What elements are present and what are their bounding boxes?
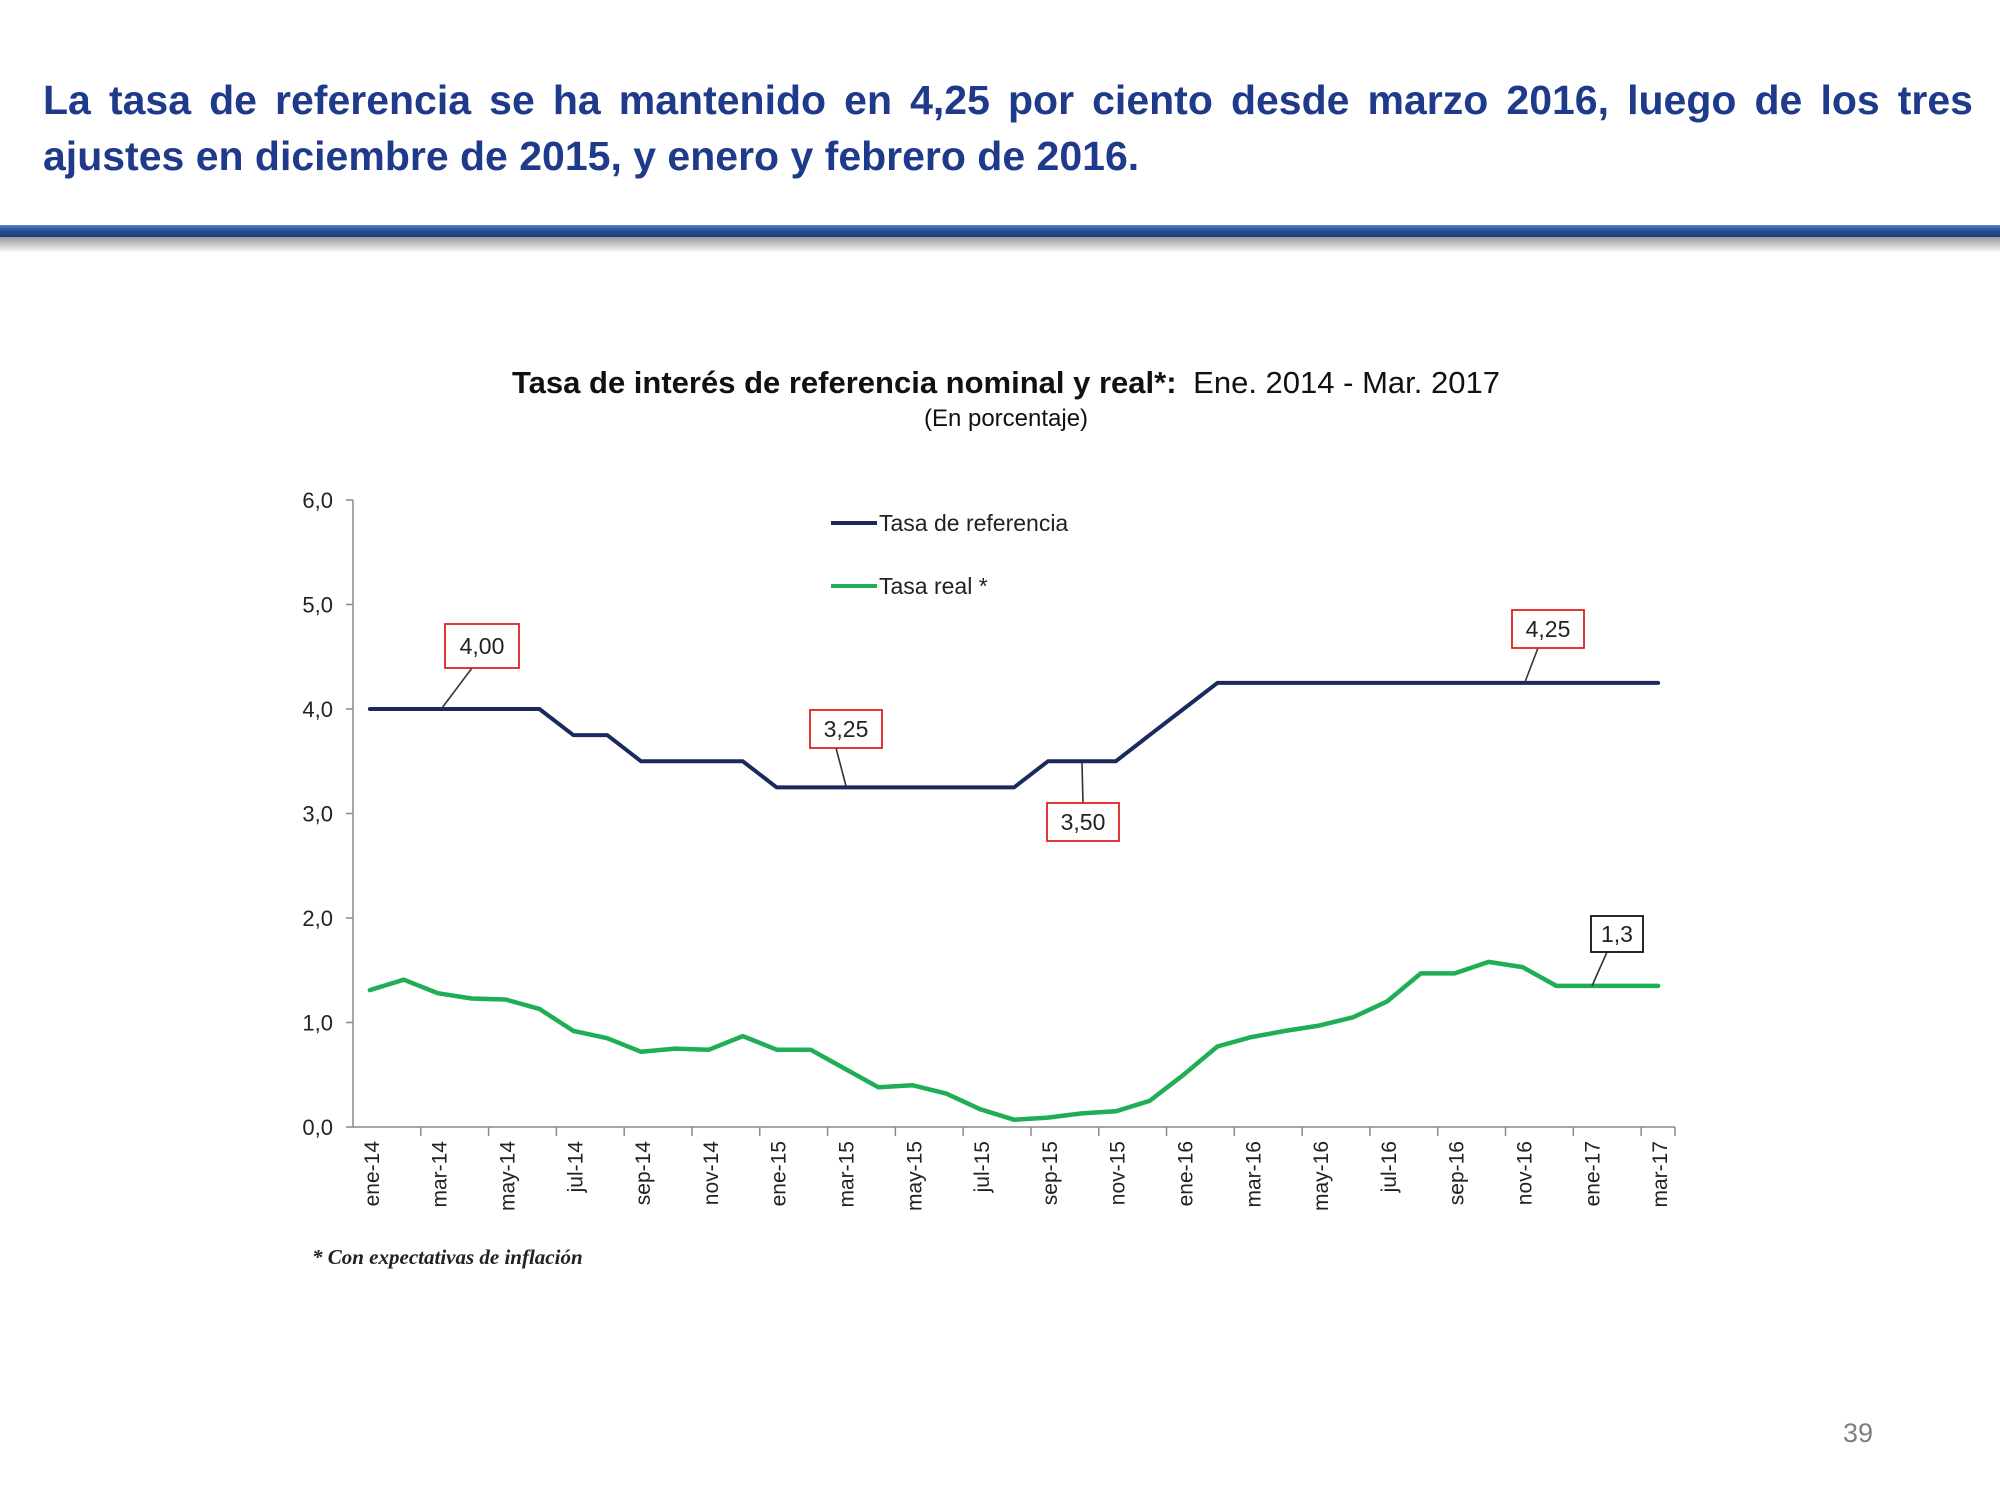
annotation-label: 3,50: [1061, 809, 1106, 835]
y-tick-label: 2,0: [302, 906, 333, 931]
x-tick-label: mar-16: [1242, 1141, 1265, 1208]
annotation-box: [1590, 915, 1644, 953]
x-tick-label: sep-14: [632, 1141, 655, 1206]
x-tick-label: may-16: [1310, 1141, 1333, 1211]
x-tick-label: nov-15: [1107, 1141, 1130, 1205]
page-number: 39: [1843, 1418, 1874, 1448]
x-tick-label: mar-17: [1649, 1141, 1672, 1208]
slide-headline: La tasa de referencia se ha mantenido en…: [43, 77, 1973, 179]
y-tick-label: 6,0: [302, 488, 333, 513]
series-line-reference: [367, 680, 1661, 790]
annotation-label: 1,3: [1601, 921, 1633, 947]
annotation-box: [1511, 609, 1585, 649]
chart-legend: Tasa de referencia Tasa real *: [831, 510, 1068, 599]
header-divider-shadow: [0, 237, 2000, 253]
legend-label-real: Tasa real *: [879, 573, 988, 599]
y-tick-label: 5,0: [302, 593, 333, 618]
y-tick-label: 4,0: [302, 697, 333, 722]
chart-title-rest: Ene. 2014 - Mar. 2017: [1193, 365, 1500, 400]
x-tick-label: ene-14: [361, 1141, 384, 1207]
x-tick-label: sep-15: [1039, 1141, 1062, 1205]
annotation-leader: [1081, 762, 1084, 804]
x-tick-label: may-15: [903, 1141, 926, 1211]
header-divider: [0, 225, 2000, 237]
y-tick-label: 1,0: [302, 1011, 333, 1036]
chart-subtitle: (En porcentaje): [924, 405, 1088, 432]
x-tick-label: jul-14: [564, 1141, 587, 1194]
annotation-label: 3,25: [824, 716, 869, 742]
x-tick-label: jul-16: [1378, 1141, 1401, 1193]
series-line-real: [367, 959, 1661, 1122]
x-tick-label: nov-14: [700, 1141, 723, 1206]
annotation-box: [444, 623, 520, 669]
chart-annotations: 4,00 3,25 3,50 4,25 1,3: [441, 609, 1644, 987]
chart-footnote: * Con expectativas de inflación: [312, 1245, 583, 1269]
x-tick-label: jul-15: [971, 1141, 994, 1193]
chart-title-bold: Tasa de interés de referencia nominal y …: [512, 365, 1177, 400]
annotation-leader: [1524, 647, 1539, 683]
x-tick-label: ene-16: [1174, 1141, 1197, 1206]
x-tick-label: sep-16: [1446, 1141, 1469, 1205]
annotation-box: [1046, 802, 1120, 842]
x-tick-label: mar-14: [429, 1141, 452, 1208]
x-tick-label: ene-15: [768, 1141, 791, 1206]
annotation-leader: [835, 747, 847, 787]
legend-label-reference: Tasa de referencia: [879, 510, 1068, 536]
y-tick-label: 3,0: [302, 802, 333, 827]
annotation-label: 4,00: [460, 633, 505, 659]
chart-title: Tasa de interés de referencia nominal y …: [512, 365, 1500, 400]
annotation-box: [809, 709, 883, 749]
chart-axes: 0,0 1,0 2,0 3,0 4,0 5,0 6,0 ene-14 mar-14 may-14 j…: [302, 488, 1676, 1211]
y-tick-label: 0,0: [302, 1115, 333, 1140]
x-tick-label: may-14: [497, 1141, 520, 1211]
x-tick-label: nov-16: [1513, 1141, 1536, 1205]
x-tick-label: mar-15: [836, 1141, 859, 1208]
annotation-leader: [1591, 951, 1608, 987]
annotation-leader: [441, 667, 473, 709]
annotation-label: 4,25: [1526, 616, 1571, 642]
x-tick-label: ene-17: [1581, 1141, 1604, 1206]
chart-series: [367, 680, 1661, 1122]
